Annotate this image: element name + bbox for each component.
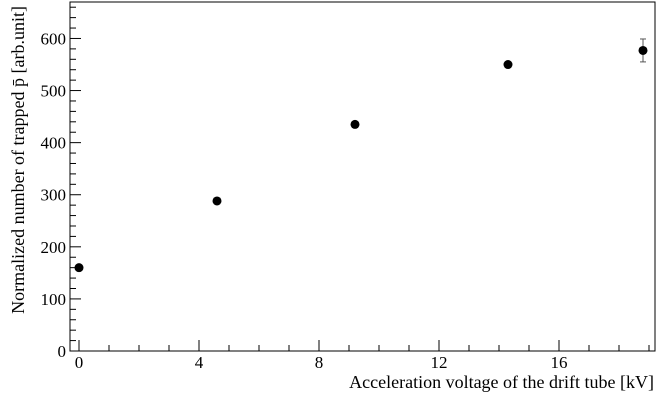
plot-frame <box>69 1 656 352</box>
y-axis-title: Normalized number of trapped p̄ [arb.uni… <box>8 6 28 314</box>
y-tick-label: 100 <box>41 290 67 309</box>
x-axis-title: Acceleration voltage of the drift tube [… <box>349 372 654 392</box>
data-point <box>74 263 84 273</box>
data-point <box>503 60 513 70</box>
y-axis-ticks <box>70 6 81 352</box>
y-tick-label: 400 <box>41 134 67 153</box>
data-points <box>74 38 648 273</box>
y-tick-label: 600 <box>41 29 67 48</box>
x-tick-label: 0 <box>75 353 84 372</box>
x-axis-ticks <box>78 340 650 351</box>
x-tick-label: 4 <box>195 353 204 372</box>
y-axis-tick-labels: 0 100 200 300 400 500 600 <box>41 29 67 361</box>
x-axis-tick-labels: 0 4 8 12 16 <box>75 353 568 372</box>
y-tick-label: 500 <box>41 82 67 101</box>
x-tick-label: 12 <box>431 353 448 372</box>
x-tick-label: 16 <box>551 353 568 372</box>
data-point <box>350 119 360 129</box>
x-tick-label: 8 <box>315 353 324 372</box>
data-point <box>638 45 648 55</box>
y-tick-label: 200 <box>41 238 67 257</box>
y-tick-label: 0 <box>58 342 67 361</box>
y-tick-label: 300 <box>41 186 67 205</box>
data-point <box>212 196 222 206</box>
